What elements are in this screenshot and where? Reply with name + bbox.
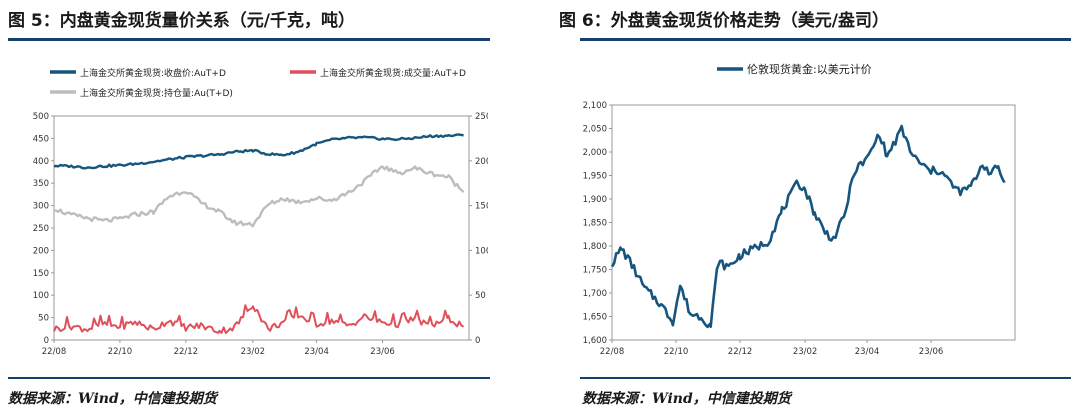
x-tick-label: 23/04 bbox=[304, 347, 329, 357]
right-data-source: 数据来源：Wind，中信建投期货 bbox=[582, 391, 791, 407]
y-tick-label: 2,050 bbox=[583, 125, 607, 135]
left-source-rule bbox=[8, 377, 490, 379]
series-line-1 bbox=[53, 133, 464, 170]
y-tick-label: 1,950 bbox=[583, 172, 607, 182]
x-tick-label: 23/02 bbox=[793, 347, 818, 357]
y2-tick-label: 250 bbox=[475, 112, 488, 122]
y-tick-label: 350 bbox=[33, 179, 49, 189]
y2-tick-label: 50 bbox=[475, 291, 486, 301]
y-tick-label: 400 bbox=[33, 157, 49, 167]
x-tick-label: 22/12 bbox=[728, 347, 753, 357]
y2-tick-label: 100 bbox=[475, 246, 488, 256]
legend-label-1: 伦敦现货黄金:以美元计价 bbox=[747, 62, 872, 76]
x-tick-label: 23/02 bbox=[241, 347, 266, 357]
y-tick-label: 1,700 bbox=[583, 289, 607, 299]
x-tick-label: 22/10 bbox=[664, 347, 689, 357]
y-tick-label: 1,800 bbox=[583, 242, 607, 252]
series-line-2 bbox=[53, 304, 465, 334]
left-figure-title: 图 5：内盘黄金现货量价关系（元/千克，吨） bbox=[8, 11, 355, 31]
x-tick-label: 22/12 bbox=[174, 347, 199, 357]
x-tick-label: 23/04 bbox=[855, 347, 880, 357]
right-figure-title: 图 6：外盘黄金现货价格走势（美元/盎司） bbox=[559, 11, 889, 31]
y2-tick-label: 200 bbox=[475, 157, 488, 167]
right-chart: 1,600 1,650 1,700 1,750 1,800 1,850 1,900 1,950… bbox=[583, 62, 1016, 357]
x-tick-label: 22/08 bbox=[600, 347, 625, 357]
series-line-3 bbox=[53, 165, 465, 228]
left-title-rule bbox=[8, 38, 490, 41]
y-tick-label: 450 bbox=[33, 134, 49, 144]
y-tick-label: 2,100 bbox=[583, 101, 607, 111]
y2-tick-label: 150 bbox=[475, 202, 488, 212]
left-data-source: 数据来源：Wind，中信建投期货 bbox=[8, 391, 217, 407]
y-tick-label: 500 bbox=[33, 112, 49, 122]
y-tick-label: 200 bbox=[33, 246, 49, 256]
legend-label-2: 上海金交所黄金现货:成交量:AuT+D bbox=[320, 67, 466, 79]
y-tick-label: 1,650 bbox=[583, 313, 607, 323]
plot-frame bbox=[53, 115, 470, 341]
left-chart: 0 50 100 150 200 250 300 350 400 450 500 0 50 100 150 2… bbox=[33, 67, 488, 357]
y-tick-label: 50 bbox=[38, 314, 49, 324]
y-tick-label: 1,850 bbox=[583, 219, 607, 229]
y-tick-label: 100 bbox=[33, 291, 49, 301]
legend-label-3: 上海金交所黄金现货:持仓量:Au(T+D) bbox=[80, 87, 233, 99]
x-tick-label: 23/06 bbox=[370, 347, 395, 357]
legend-label-1: 上海金交所黄金现货:收盘价:AuT+D bbox=[80, 67, 226, 79]
y-tick-label: 1,600 bbox=[583, 336, 607, 346]
y-tick-label: 1,900 bbox=[583, 195, 607, 205]
series-line-1 bbox=[610, 124, 1006, 329]
y-tick-label: 1,750 bbox=[583, 266, 607, 276]
y-tick-label: 150 bbox=[33, 269, 49, 279]
y-tick-label: 0 bbox=[44, 336, 49, 346]
right-title-rule bbox=[580, 38, 1071, 41]
plot-frame bbox=[611, 104, 1016, 341]
y-tick-label: 300 bbox=[33, 202, 49, 212]
y-tick-label: 2,000 bbox=[583, 148, 607, 158]
y-tick-label: 250 bbox=[33, 224, 49, 234]
right-source-rule bbox=[580, 377, 1071, 379]
x-tick-label: 22/10 bbox=[108, 347, 133, 357]
x-tick-label: 22/08 bbox=[42, 347, 67, 357]
x-tick-label: 23/06 bbox=[919, 347, 944, 357]
y2-tick-label: 0 bbox=[475, 336, 480, 346]
